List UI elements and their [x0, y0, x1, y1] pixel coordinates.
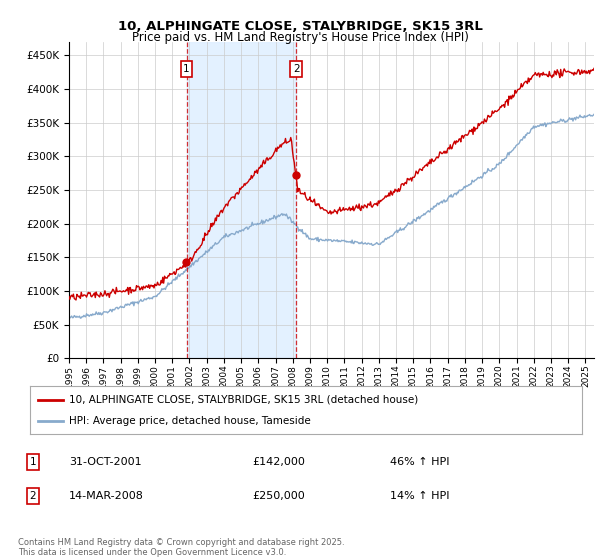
Text: 46% ↑ HPI: 46% ↑ HPI [390, 457, 449, 467]
Text: Contains HM Land Registry data © Crown copyright and database right 2025.
This d: Contains HM Land Registry data © Crown c… [18, 538, 344, 557]
Text: 2: 2 [29, 491, 37, 501]
Text: £250,000: £250,000 [252, 491, 305, 501]
Text: HPI: Average price, detached house, Tameside: HPI: Average price, detached house, Tame… [68, 416, 310, 426]
Text: Price paid vs. HM Land Registry's House Price Index (HPI): Price paid vs. HM Land Registry's House … [131, 31, 469, 44]
Text: 14-MAR-2008: 14-MAR-2008 [69, 491, 144, 501]
Text: 10, ALPHINGATE CLOSE, STALYBRIDGE, SK15 3RL (detached house): 10, ALPHINGATE CLOSE, STALYBRIDGE, SK15 … [68, 395, 418, 405]
Text: 14% ↑ HPI: 14% ↑ HPI [390, 491, 449, 501]
Text: 31-OCT-2001: 31-OCT-2001 [69, 457, 142, 467]
Text: 1: 1 [183, 64, 190, 74]
Text: £142,000: £142,000 [252, 457, 305, 467]
Text: 2: 2 [293, 64, 299, 74]
Text: 10, ALPHINGATE CLOSE, STALYBRIDGE, SK15 3RL: 10, ALPHINGATE CLOSE, STALYBRIDGE, SK15 … [118, 20, 482, 32]
Text: 1: 1 [29, 457, 37, 467]
Bar [187, 42, 296, 358]
